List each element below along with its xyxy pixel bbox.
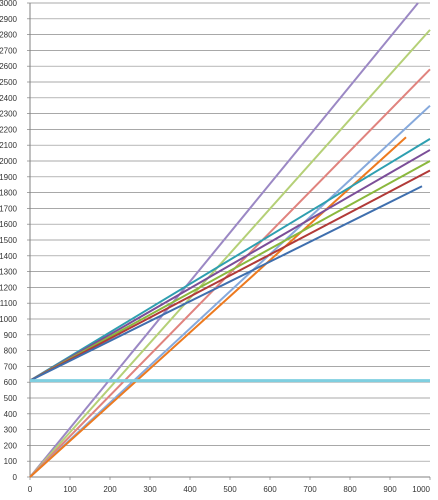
x-tick-label: 400 [183, 485, 197, 494]
y-tick-label: 1500 [0, 236, 18, 245]
series-line-9 [29, 169, 431, 382]
y-tick-label: 400 [4, 410, 18, 419]
x-tick-label: 900 [383, 485, 397, 494]
x-tick-label: 800 [343, 485, 357, 494]
series-line-8 [29, 160, 431, 382]
y-tick-label: 800 [4, 347, 18, 356]
y-tick-label: 700 [4, 362, 18, 371]
axes [27, 2, 431, 480]
y-tick-label: 2400 [0, 94, 18, 103]
y-tick-label: 1000 [0, 315, 18, 324]
y-tick-label: 100 [4, 457, 18, 466]
y-tick-label: 1300 [0, 268, 18, 277]
y-tick-label: 1800 [0, 189, 18, 198]
series-line-5 [29, 136, 407, 478]
x-tick-label: 500 [223, 485, 237, 494]
y-tick-label: 2100 [0, 141, 18, 150]
y-tick-label: 2900 [0, 15, 18, 24]
series-line-7 [29, 149, 431, 382]
y-tick-label: 900 [4, 331, 18, 340]
series-lines [29, 2, 431, 478]
y-tick-label: 0 [13, 473, 18, 482]
y-tick-label: 2600 [0, 62, 18, 71]
y-tick-label: 2500 [0, 78, 18, 87]
x-tick-label: 700 [303, 485, 317, 494]
x-tick-labels: 0 100 200 300 400 500 600 700 800 900 1000 [28, 485, 431, 494]
x-tick-label: 0 [28, 485, 33, 494]
series-line-4 [29, 104, 431, 478]
series-line-6 [29, 138, 431, 382]
x-tick-label: 200 [103, 485, 117, 494]
y-tick-label: 2700 [0, 46, 18, 55]
series-line-1 [29, 2, 419, 478]
y-tick-label: 3000 [0, 0, 18, 8]
y-tick-label: 1900 [0, 173, 18, 182]
y-tick-label: 2000 [0, 157, 18, 166]
y-tick-label: 500 [4, 394, 18, 403]
y-tick-labels: 0 100 200 300 400 500 600 700 800 900 1000 1100 1200… [0, 0, 18, 482]
y-tick-label: 1100 [0, 299, 18, 308]
x-tick-label: 100 [63, 485, 77, 494]
y-tick-label: 1600 [0, 220, 18, 229]
y-tick-label: 2300 [0, 110, 18, 119]
series-line-10 [29, 185, 423, 382]
x-tick-label: 600 [263, 485, 277, 494]
y-tick-label: 2800 [0, 31, 18, 40]
y-tick-label: 300 [4, 426, 18, 435]
x-tick-label: 300 [143, 485, 157, 494]
y-tick-label: 600 [4, 378, 18, 387]
y-tick-label: 1700 [0, 204, 18, 213]
series-line-2 [29, 29, 431, 478]
y-tick-label: 1400 [0, 252, 18, 261]
x-tick-label: 1000 [412, 485, 430, 494]
series-line-3 [29, 68, 431, 478]
y-tick-label: 200 [4, 441, 18, 450]
y-tick-label: 1200 [0, 283, 18, 292]
y-tick-label: 2200 [0, 125, 18, 134]
